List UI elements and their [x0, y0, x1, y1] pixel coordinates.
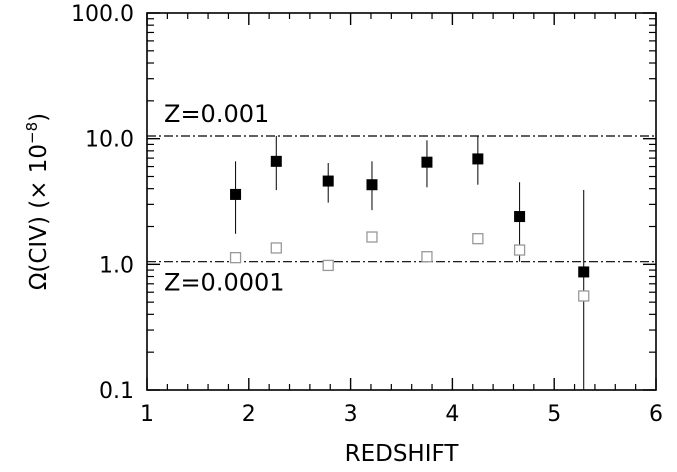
y-tick-label: 1.0	[99, 253, 134, 278]
filled-square-point	[322, 175, 334, 187]
axis-ticks-layer: 1 2 3 4 5 6 0.1 1.0 10.0 100.0	[71, 2, 663, 427]
x-tick-label: 6	[649, 402, 663, 427]
plot-frame	[146, 12, 657, 391]
filled-square-point	[270, 155, 282, 167]
y-axis-label-main: Ω(CIV) (× 10	[26, 144, 52, 290]
open-square-point	[578, 290, 590, 302]
data-points-layer	[229, 153, 590, 302]
x-tick-label: 1	[140, 402, 154, 427]
x-tick-label: 4	[445, 402, 459, 427]
y-axis-label-close: )	[26, 113, 52, 122]
filled-square-point	[230, 188, 242, 200]
y-tick-label: 100.0	[71, 2, 134, 27]
filled-square-point	[472, 153, 484, 165]
filled-square-point	[421, 156, 433, 168]
open-square-point	[421, 251, 433, 263]
x-tick-label: 2	[242, 402, 256, 427]
reference-line-label: Z=0.001	[164, 100, 269, 128]
open-square-point	[229, 252, 242, 264]
filled-square-point	[578, 266, 590, 278]
open-square-point	[513, 244, 526, 256]
open-square-point	[472, 233, 484, 245]
filled-square-point	[366, 179, 378, 191]
open-square-point	[366, 231, 378, 243]
open-square-point	[270, 242, 282, 254]
plot-frame-layer	[146, 12, 657, 391]
y-tick-label: 0.1	[99, 379, 134, 404]
x-tick-label: 5	[547, 402, 561, 427]
open-square-point	[322, 259, 334, 272]
error-bars-layer	[235, 136, 585, 390]
y-axis-label-exponent: −8	[23, 122, 41, 144]
y-axis-label: Ω(CIV) (× 10−8)	[23, 113, 52, 290]
y-tick-label: 10.0	[85, 128, 134, 153]
axis-labels-layer: REDSHIFT Ω(CIV) (× 10−8)	[23, 113, 459, 467]
reference-line-label: Z=0.0001	[164, 269, 285, 297]
filled-square-point	[514, 211, 526, 223]
reference-lines-layer: Z=0.001 Z=0.0001	[147, 100, 656, 297]
x-tick-label: 3	[344, 402, 358, 427]
x-axis-label: REDSHIFT	[345, 441, 460, 467]
